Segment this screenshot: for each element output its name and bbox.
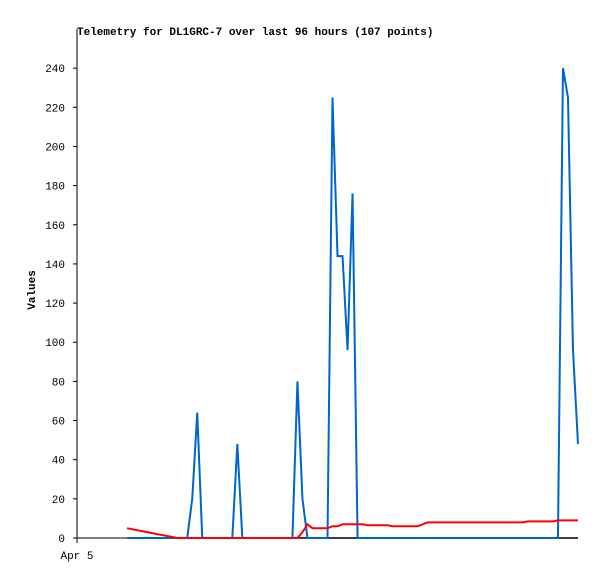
y-tick-label: 100 xyxy=(45,338,65,350)
y-tick-label: 120 xyxy=(45,299,65,311)
series-line xyxy=(126,519,578,539)
y-tick-label: 200 xyxy=(45,142,65,154)
y-tick-label: 40 xyxy=(52,456,65,468)
y-tick-label: 180 xyxy=(45,182,65,194)
x-tick-label: Apr 5 xyxy=(60,551,93,563)
y-tick-label: 80 xyxy=(52,377,65,389)
y-tick-label: 140 xyxy=(45,260,65,272)
y-tick-label: 20 xyxy=(52,495,65,507)
y-tick-label: 240 xyxy=(45,64,65,76)
y-tick-label: 60 xyxy=(52,417,65,429)
y-tick-label: 0 xyxy=(58,534,65,546)
y-tick-label: 160 xyxy=(45,221,65,233)
chart-title: Telemetry for DL1GRC-7 over last 96 hour… xyxy=(77,27,433,39)
y-tick-label: 220 xyxy=(45,103,65,115)
y-axis-label: Values xyxy=(27,270,39,310)
